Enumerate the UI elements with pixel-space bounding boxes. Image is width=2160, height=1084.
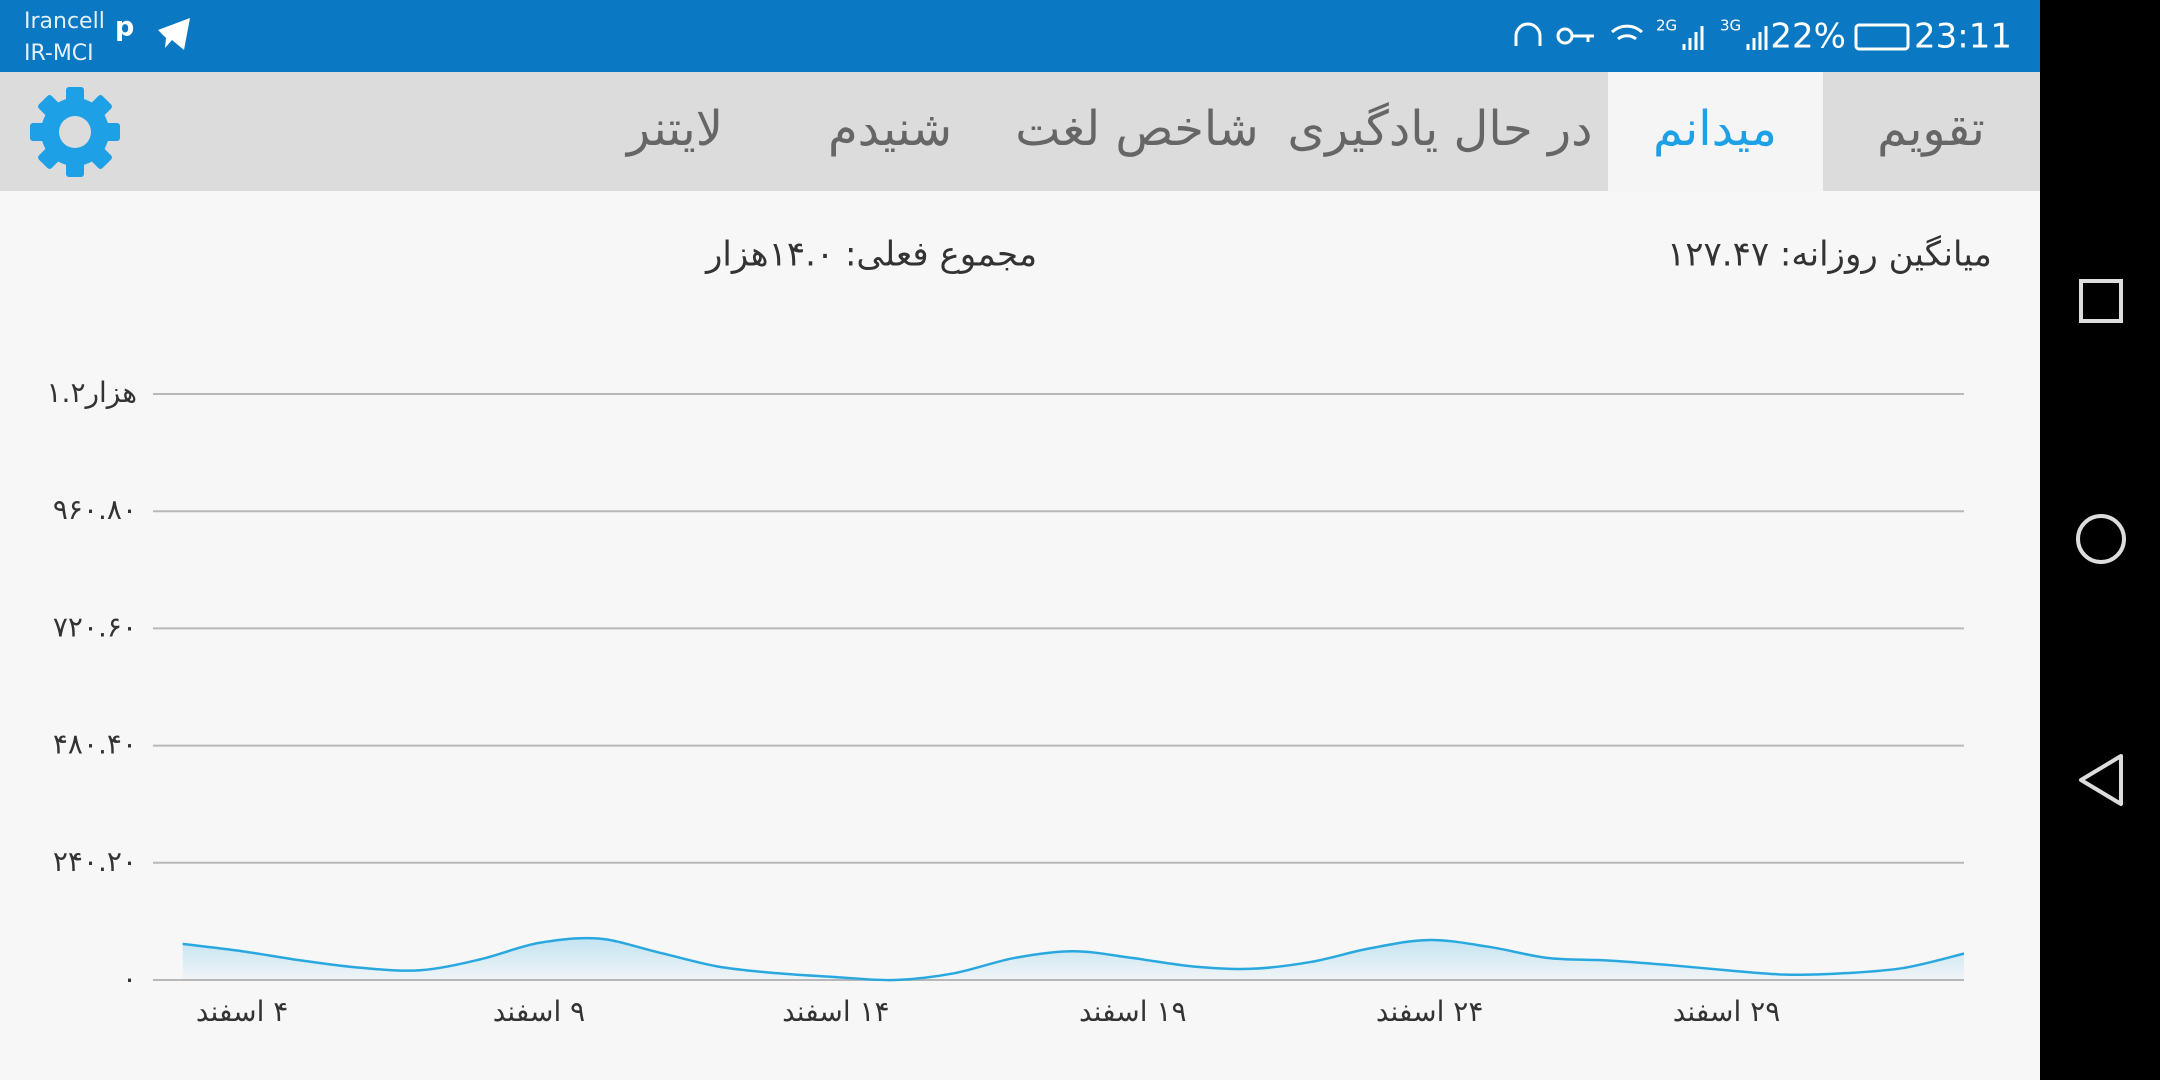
tab[interactable]: لایتنر (625, 101, 723, 157)
settings-button[interactable] (30, 87, 120, 177)
recent-button[interactable] (2079, 279, 2123, 323)
nav-bar (2040, 0, 2160, 1080)
tab[interactable]: تقویم (1877, 101, 1985, 157)
y-tick-label: ۱.۲هزار (47, 376, 138, 409)
line (182, 936, 1965, 982)
status-icon: p (115, 12, 134, 43)
network-type: 2G (1656, 17, 1677, 35)
status-icon (158, 18, 190, 50)
area-fill (182, 938, 1965, 981)
x-tick-label: ۱۹ اسفند (1079, 995, 1187, 1028)
y-tick-label: ۴۸۰.۴۰ (53, 728, 137, 761)
tab[interactable]: میدانم (1653, 101, 1777, 157)
x-tick-label: ۹ اسفند (493, 995, 586, 1028)
home-button[interactable] (2076, 514, 2126, 564)
tab[interactable]: شاخص لغت (1015, 101, 1259, 157)
x-tick-label: ۴ اسفند (196, 995, 289, 1028)
status-icons (1514, 22, 1910, 51)
tab[interactable]: در حال یادگیری (1288, 101, 1593, 157)
carrier: Irancell (24, 9, 105, 34)
active-tab-bg (1608, 72, 1823, 191)
x-tick-label: ۲۹ اسفند (1673, 995, 1781, 1028)
y-tick-label: ۲۴۰.۲۰ (53, 845, 137, 878)
carrier: IR-MCI (24, 41, 94, 66)
y-tick-label: ۷۲۰.۶۰ (53, 610, 137, 643)
current-total: مجموع فعلی: ۱۴.۰هزار (704, 235, 1037, 275)
battery-level: 22% (1770, 17, 1846, 57)
tab[interactable]: شنیدم (828, 101, 952, 157)
x-tick-label: ۲۴ اسفند (1376, 995, 1484, 1028)
x-tick-label: ۱۴ اسفند (782, 995, 890, 1028)
back-button[interactable] (2079, 754, 2123, 806)
y-tick-label: ۹۶۰.۸۰ (53, 493, 137, 526)
daily-average: میانگین روزانه: ۱۲۷.۴۷ (1667, 235, 1992, 275)
status-bar (0, 0, 2040, 72)
y-tick-label: ۰ (122, 962, 137, 995)
clock: 23:11 (1914, 17, 2012, 57)
network-type: 3G (1720, 17, 1741, 35)
